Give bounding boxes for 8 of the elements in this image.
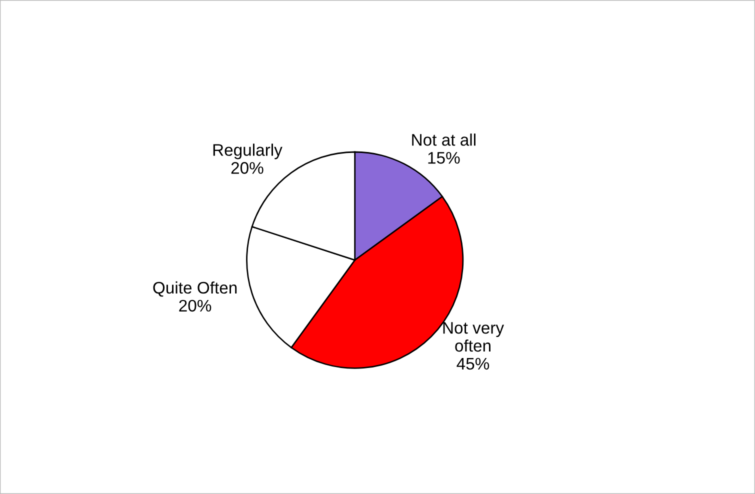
data-label: 20% [231,162,264,174]
slice-label: Quite Often [153,281,237,297]
data-label: 45% [456,358,490,370]
slice-label: Not very often [443,322,504,352]
slice-label: Regularly [213,144,282,160]
slice-label: Not at all [412,134,476,146]
data-label: 15% [428,152,460,164]
data-label: 20% [179,300,212,312]
